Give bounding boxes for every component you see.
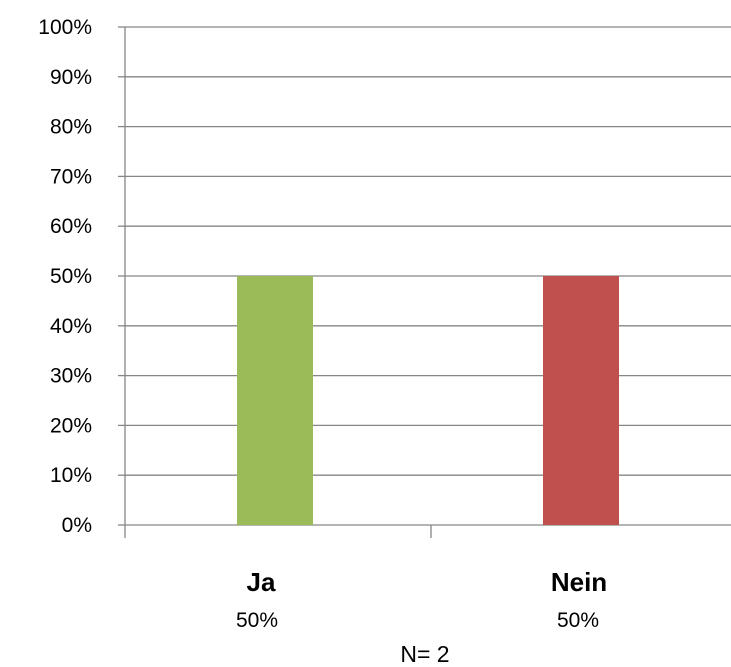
value-label: 50% bbox=[236, 609, 278, 632]
y-tick-label: 70% bbox=[50, 165, 92, 188]
y-tick-label: 50% bbox=[50, 265, 92, 288]
y-tick-label: 90% bbox=[50, 66, 92, 89]
category-label: Ja bbox=[247, 567, 276, 597]
gridlines bbox=[125, 26, 731, 476]
category-label: Nein bbox=[551, 567, 607, 597]
category-labels: Ja Nein bbox=[247, 567, 608, 597]
sample-size-label: N= 2 bbox=[400, 641, 449, 667]
axes bbox=[118, 26, 731, 538]
bar-nein bbox=[543, 276, 619, 525]
y-tick-label: 20% bbox=[50, 414, 92, 437]
y-tick-label: 0% bbox=[62, 514, 92, 537]
value-label: 50% bbox=[557, 609, 599, 632]
y-tick-label: 30% bbox=[50, 365, 92, 388]
y-tick-label: 60% bbox=[50, 215, 92, 238]
y-tick-label: 40% bbox=[50, 315, 92, 338]
value-labels: 50% 50% bbox=[236, 609, 599, 632]
bars bbox=[237, 276, 619, 525]
y-tick-label: 10% bbox=[50, 464, 92, 487]
y-tick-labels: 0% 10% 20% 30% 40% 50% 60% 70% 80% 90% 100% bbox=[38, 16, 92, 537]
y-tick-label: 100% bbox=[38, 16, 92, 39]
bar-ja bbox=[237, 276, 313, 525]
y-tick-label: 80% bbox=[50, 116, 92, 139]
